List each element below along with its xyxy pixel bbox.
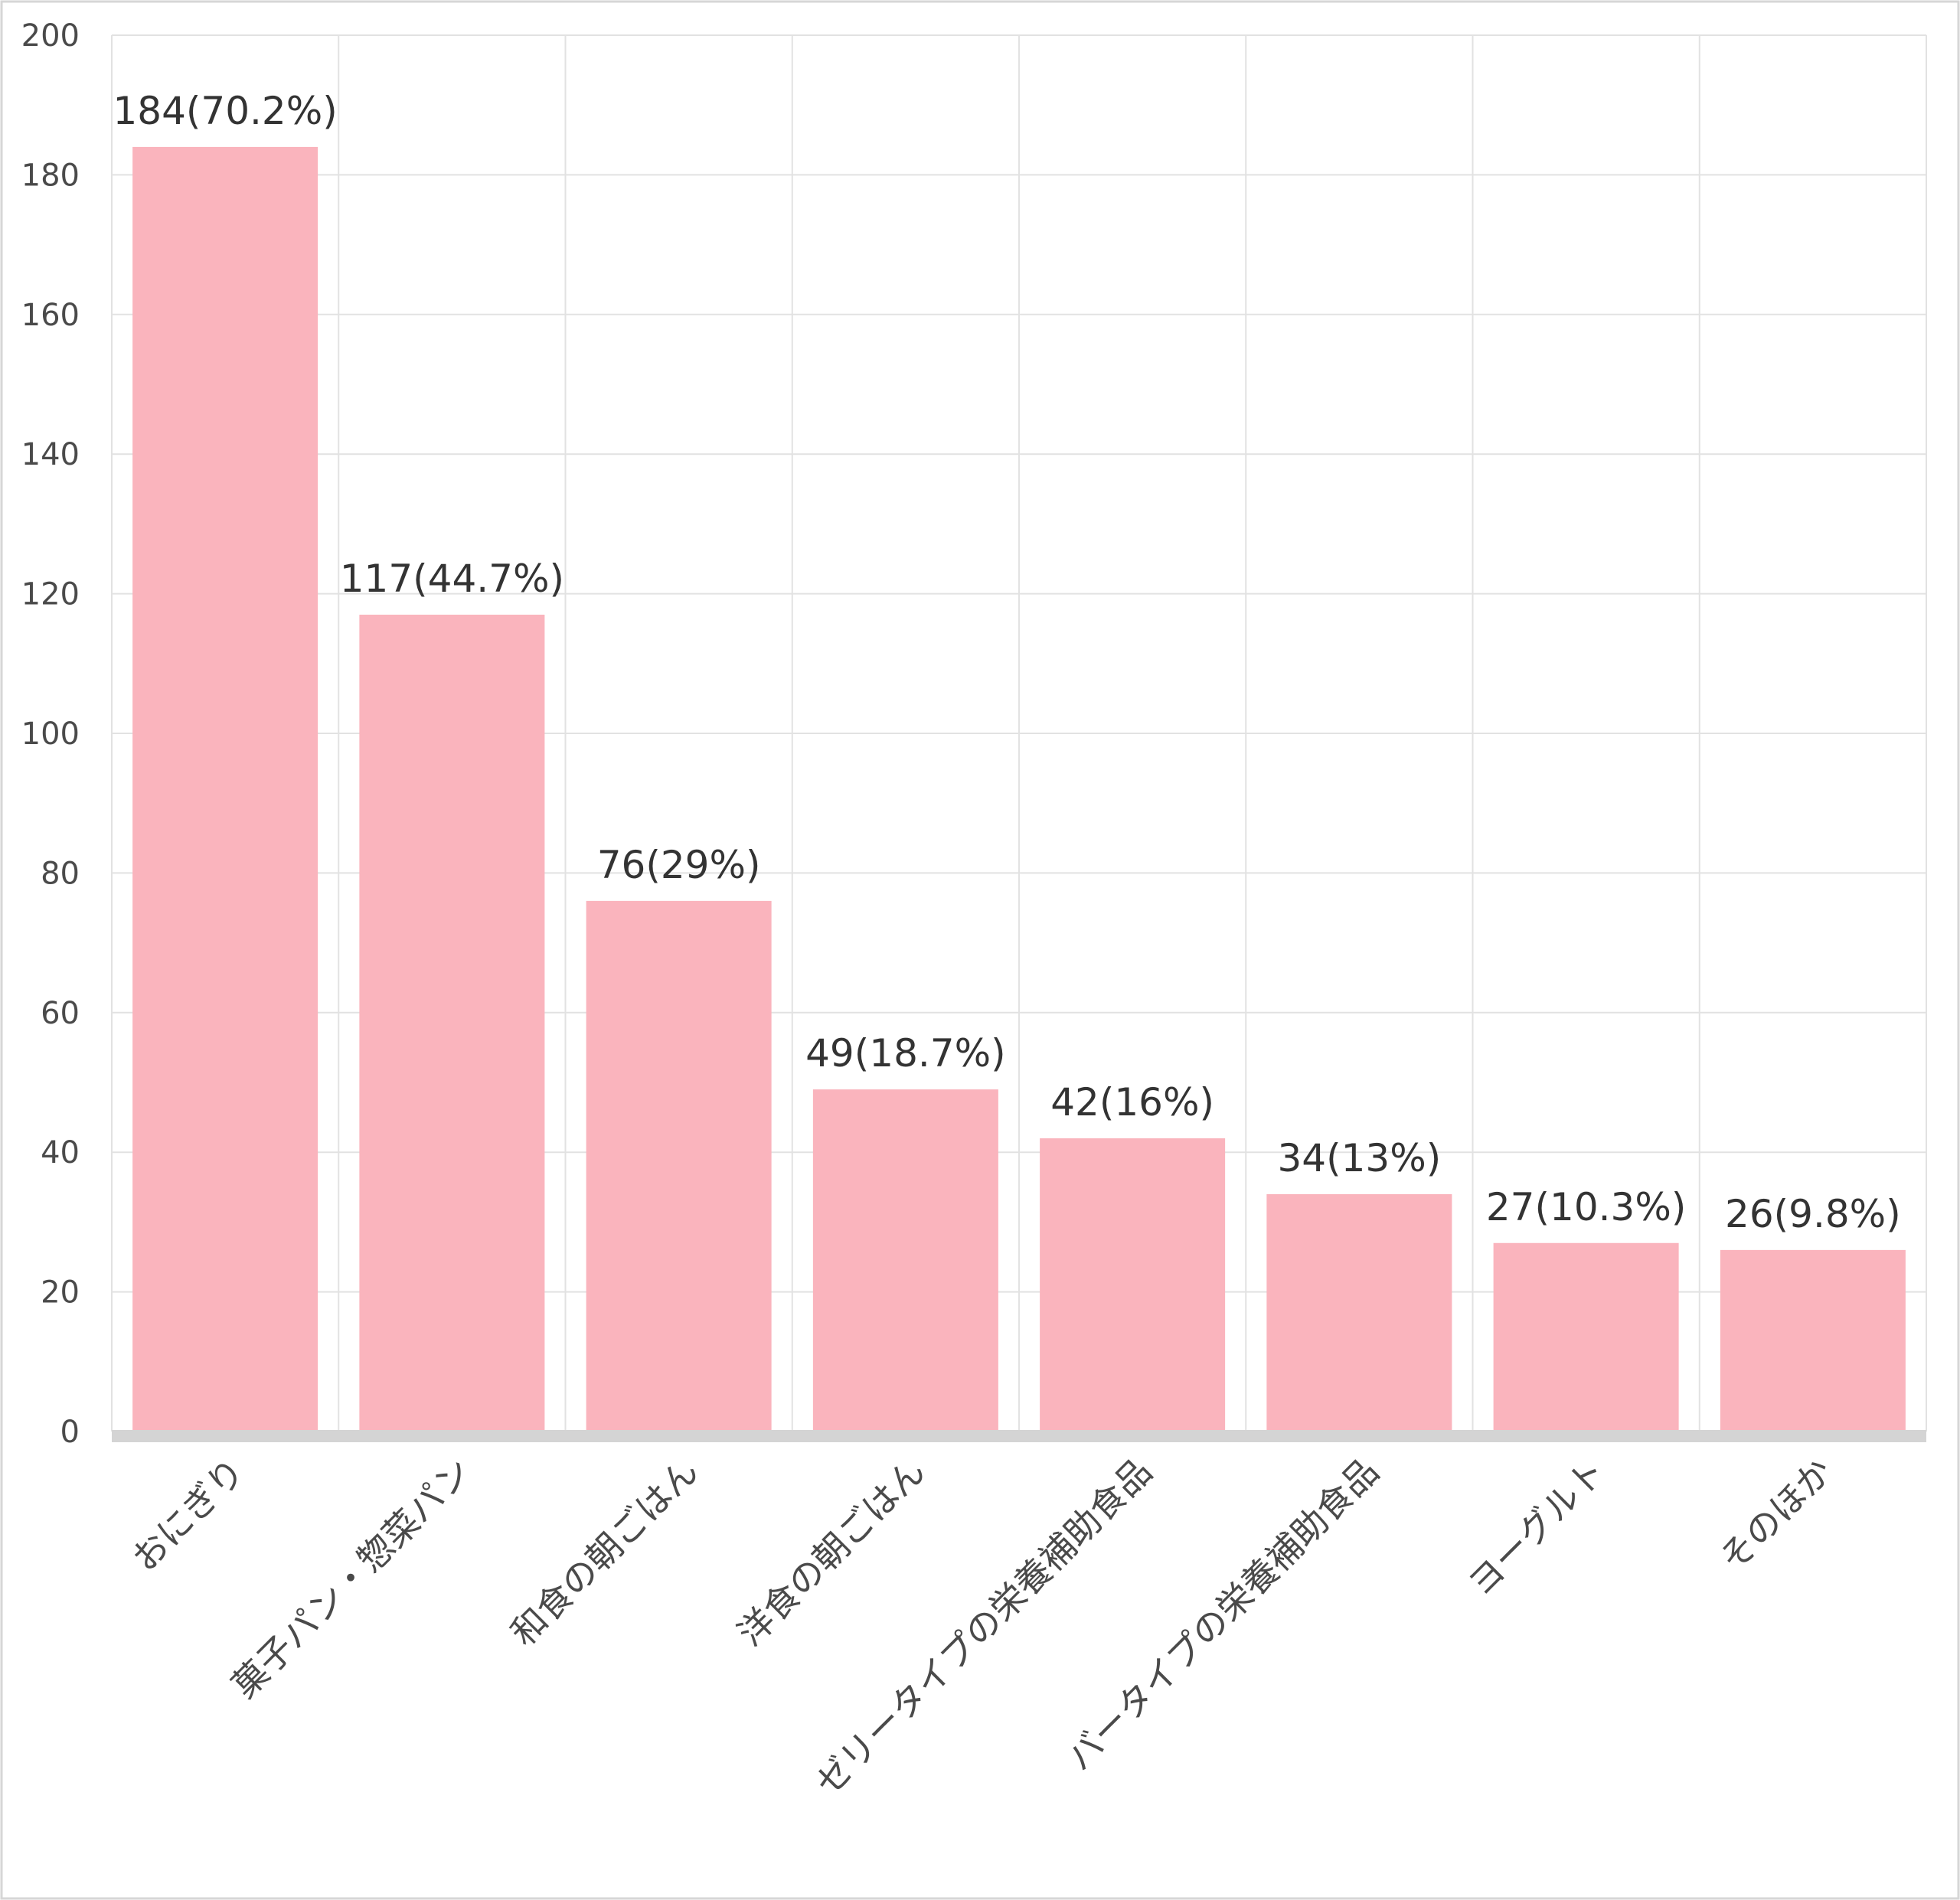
data-label: 42(16%) xyxy=(1050,1080,1214,1125)
y-tick-label: 60 xyxy=(41,996,80,1031)
data-label: 34(13%) xyxy=(1277,1136,1441,1180)
y-tick-label: 0 xyxy=(60,1415,80,1450)
axes: 0 20 40 60 80 100 120 140 160 180 200 xyxy=(21,18,1926,1450)
bar xyxy=(1266,1193,1452,1432)
x-axis-line xyxy=(112,1430,1926,1442)
y-tick-label: 20 xyxy=(41,1275,80,1311)
x-tick-label: そのほか xyxy=(1711,1451,1840,1579)
x-tick-label: 洋食の朝ごはん xyxy=(730,1451,933,1654)
data-label: 117(44.7%) xyxy=(340,557,564,601)
bar xyxy=(1720,1249,1906,1432)
y-tick-label: 200 xyxy=(21,18,80,54)
y-tick-label: 180 xyxy=(21,158,80,193)
data-label: 184(70.2%) xyxy=(113,89,337,133)
data-label: 49(18.7%) xyxy=(805,1031,1005,1076)
x-tick-label: ヨーグルト xyxy=(1460,1451,1614,1605)
bar xyxy=(359,614,545,1432)
x-tick-label: 菓子パン・惣菜パン xyxy=(224,1451,479,1706)
bars xyxy=(132,146,1906,1432)
bar xyxy=(1040,1138,1226,1432)
bar xyxy=(1493,1242,1679,1432)
y-tick-label: 120 xyxy=(21,577,80,612)
x-tick-label: おにぎり xyxy=(124,1451,253,1579)
y-tick-label: 80 xyxy=(41,856,80,891)
bar xyxy=(132,146,318,1432)
x-tick-label: 和食の朝ごはん xyxy=(503,1451,707,1654)
y-tick-label: 100 xyxy=(21,717,80,752)
y-tick-label: 160 xyxy=(21,298,80,333)
y-tick-label: 140 xyxy=(21,437,80,472)
bar xyxy=(812,1089,998,1432)
y-tick-label: 40 xyxy=(41,1135,80,1170)
data-label: 76(29%) xyxy=(597,843,761,887)
data-label: 27(10.3%) xyxy=(1486,1185,1686,1229)
data-label: 26(9.8%) xyxy=(1725,1192,1901,1236)
bar xyxy=(586,900,772,1432)
